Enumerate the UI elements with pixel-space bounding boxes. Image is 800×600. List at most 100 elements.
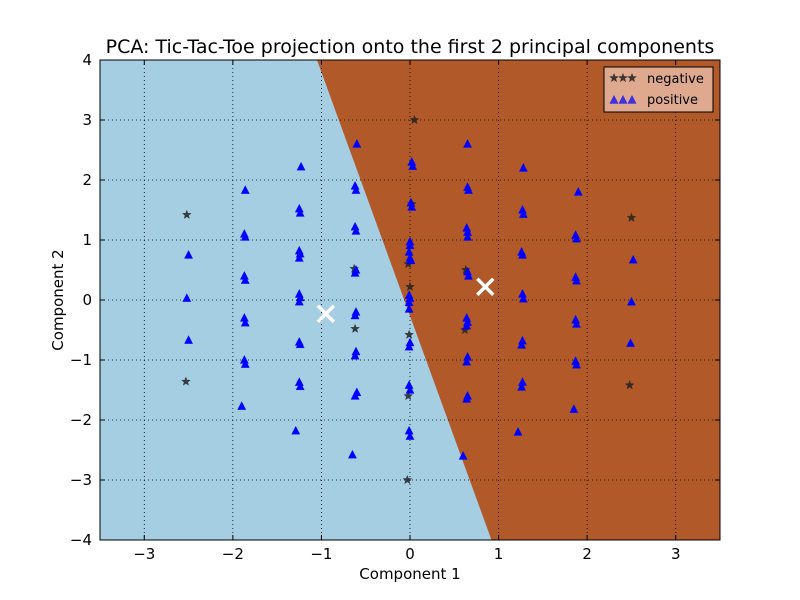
positive-point bbox=[572, 359, 581, 369]
centroid-stroke bbox=[476, 277, 495, 297]
negative-point bbox=[181, 376, 191, 386]
data-points bbox=[181, 114, 638, 485]
legend-entry-negative: negative bbox=[609, 72, 704, 87]
positive-point bbox=[572, 275, 581, 285]
positive-point bbox=[513, 427, 523, 436]
positive-point bbox=[517, 340, 526, 349]
negative-point bbox=[350, 323, 360, 333]
positive-point bbox=[237, 401, 247, 410]
positive-point bbox=[404, 341, 414, 351]
positive-point bbox=[518, 163, 528, 172]
negative-point bbox=[624, 380, 635, 390]
y-tick-label: 3 bbox=[82, 111, 92, 129]
y-tick-label: −4 bbox=[70, 531, 92, 549]
positive-point bbox=[626, 338, 635, 347]
legend-negative-star bbox=[618, 72, 628, 83]
positive-point bbox=[464, 271, 473, 280]
legend: negative positive bbox=[603, 66, 714, 113]
positive-point bbox=[184, 250, 193, 259]
positive-point bbox=[294, 296, 304, 306]
y-tick-label: 1 bbox=[82, 231, 92, 249]
positive-point bbox=[240, 317, 250, 327]
positive-point bbox=[569, 404, 579, 413]
x-tick-label: 3 bbox=[671, 545, 681, 563]
legend-marker-positive bbox=[609, 95, 637, 104]
legend-label-positive: positive bbox=[647, 93, 698, 108]
centroid-marker bbox=[476, 277, 495, 297]
positive-point bbox=[404, 304, 414, 313]
centroid-marker bbox=[316, 304, 336, 324]
positive-point bbox=[627, 296, 636, 306]
positive-point bbox=[291, 425, 301, 435]
positive-point bbox=[295, 339, 305, 349]
series-negative bbox=[181, 114, 637, 485]
y-tick-label: 2 bbox=[82, 171, 92, 189]
positive-point bbox=[458, 451, 468, 460]
x-tick-label: −1 bbox=[310, 545, 332, 563]
grid-lines bbox=[100, 59, 720, 541]
positive-point bbox=[296, 161, 306, 171]
positive-point bbox=[240, 359, 250, 368]
legend-negative-star bbox=[609, 72, 619, 83]
positive-point bbox=[407, 202, 417, 211]
centroid-stroke bbox=[316, 304, 336, 324]
positive-point bbox=[295, 381, 305, 391]
x-axis-label: Component 1 bbox=[359, 565, 460, 583]
positive-point bbox=[628, 254, 638, 264]
legend-positive-triangle bbox=[618, 95, 628, 104]
cluster-centroids bbox=[316, 277, 495, 324]
positive-point bbox=[352, 139, 362, 148]
y-tick-label: −3 bbox=[70, 471, 92, 489]
positive-point bbox=[518, 209, 528, 218]
y-tick-label: 0 bbox=[82, 291, 92, 309]
legend-positive-triangle bbox=[627, 95, 637, 104]
negative-point bbox=[409, 114, 420, 125]
positive-point bbox=[351, 226, 361, 235]
positive-point bbox=[462, 356, 472, 366]
y-axis-label: Component 2 bbox=[49, 249, 67, 350]
x-tick-label: 0 bbox=[405, 545, 415, 563]
negative-point bbox=[626, 212, 637, 222]
positive-point bbox=[518, 293, 528, 303]
positive-point bbox=[572, 233, 581, 243]
positive-point bbox=[295, 208, 305, 217]
series-positive bbox=[182, 139, 638, 460]
positive-point bbox=[463, 232, 472, 241]
positive-point bbox=[464, 185, 473, 194]
y-tick-label: −2 bbox=[70, 411, 92, 429]
negative-point bbox=[404, 329, 414, 339]
positive-point bbox=[350, 310, 360, 320]
positive-point bbox=[294, 253, 304, 262]
positive-point bbox=[350, 391, 360, 400]
positive-point bbox=[405, 431, 415, 440]
positive-point bbox=[406, 255, 416, 265]
legend-entry-positive: positive bbox=[609, 93, 698, 108]
negative-point bbox=[405, 281, 415, 291]
positive-point bbox=[348, 449, 357, 459]
y-tick-label: 4 bbox=[82, 51, 92, 69]
y-tick-label: −1 bbox=[70, 351, 92, 369]
positive-point bbox=[462, 394, 472, 403]
negative-point bbox=[402, 474, 413, 485]
x-tick-label: −2 bbox=[222, 545, 244, 563]
positive-point bbox=[463, 139, 472, 148]
positive-point bbox=[573, 187, 583, 196]
legend-box bbox=[603, 66, 714, 113]
positive-point bbox=[184, 335, 193, 344]
positive-point bbox=[240, 232, 250, 241]
positive-point bbox=[182, 293, 192, 302]
x-tick-label: 1 bbox=[494, 545, 504, 563]
positive-point bbox=[240, 185, 250, 194]
positive-point bbox=[240, 275, 250, 284]
positive-point bbox=[572, 319, 581, 328]
y-axis-ticks: −4 −3 −2 −1 0 1 2 3 4 bbox=[70, 51, 720, 549]
positive-point bbox=[351, 185, 361, 194]
positive-point bbox=[462, 320, 472, 330]
positive-region bbox=[317, 60, 720, 540]
positive-point bbox=[408, 161, 418, 170]
legend-marker-negative bbox=[609, 72, 637, 83]
legend-label-negative: negative bbox=[647, 72, 704, 87]
positive-point bbox=[517, 382, 526, 391]
